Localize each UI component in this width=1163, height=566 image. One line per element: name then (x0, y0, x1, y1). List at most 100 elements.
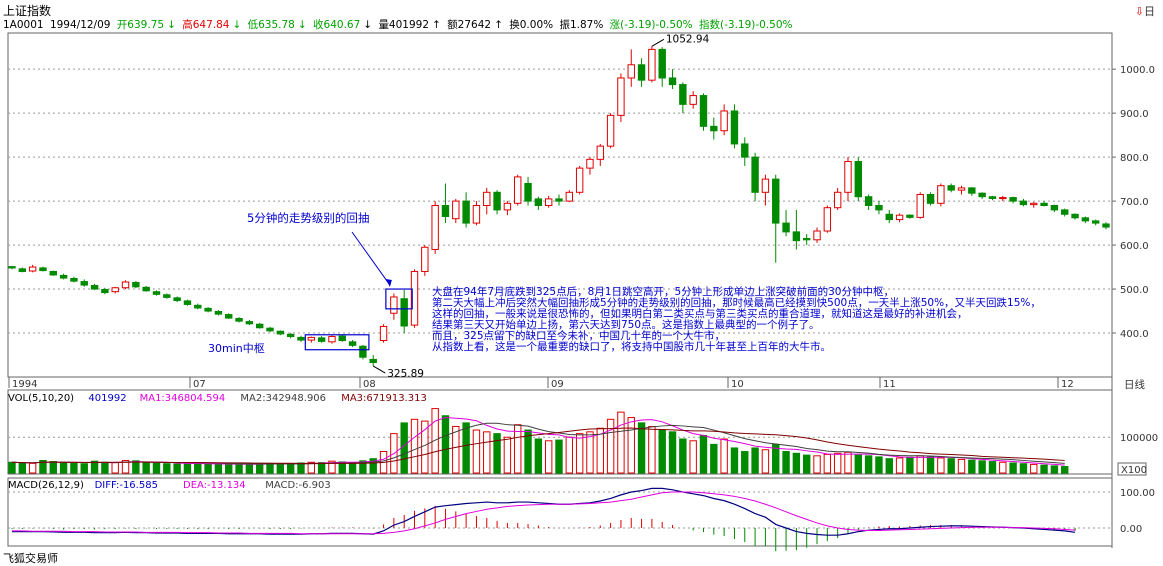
volume-header-item: MA1:346804.594 (140, 393, 226, 404)
volume-bar (957, 458, 966, 474)
amount-value: 额27642 (447, 19, 492, 31)
candle-body (183, 300, 192, 305)
volume-bar (906, 456, 914, 474)
volume-bar (947, 458, 955, 474)
candle-body (761, 178, 770, 193)
volume-bar (225, 464, 233, 474)
volume-bar (183, 462, 192, 474)
candle-body (668, 77, 677, 86)
volume-bar (710, 443, 718, 474)
candle-body (462, 200, 470, 224)
macd-dea-line (12, 491, 1076, 535)
high-value: 高647.84 (182, 19, 230, 31)
volume-bar (503, 436, 512, 474)
candle-body (885, 213, 893, 221)
volume-ma1-line (11, 417, 1065, 466)
volume-bar (70, 462, 78, 474)
volume-bar (555, 439, 563, 474)
volume-bar (648, 425, 656, 474)
candle-body (111, 287, 119, 293)
volume-unit-box (1117, 462, 1147, 476)
candle-body (8, 266, 16, 269)
annotation-line: 而且，325点留下的缺口至今未补，中国几十年的一个大牛市， (432, 330, 726, 342)
volume-bar (255, 463, 264, 474)
volume-bar (875, 456, 883, 474)
candle-body (514, 176, 522, 204)
candle-body (390, 296, 398, 314)
candle-body (544, 198, 553, 206)
candle-body (916, 194, 924, 218)
pullback-box (385, 288, 413, 310)
volume-bar (968, 459, 976, 474)
volume-bar (637, 422, 646, 474)
volume-bar (751, 447, 759, 474)
candle-body (524, 183, 532, 202)
candle-body (823, 207, 832, 232)
volume-bar (1050, 465, 1059, 474)
candle-body (70, 277, 78, 282)
period-label: 日线 (1124, 378, 1146, 391)
volume-header-item: MA3:671913.313 (341, 393, 427, 404)
candle-body (988, 196, 997, 199)
price-tick-label: 800.0 (1120, 153, 1149, 164)
security-code: 1A0001 (3, 19, 44, 31)
candle-body (586, 158, 594, 169)
volume-header-item: MA2:342948.906 (240, 393, 326, 404)
candle-body (80, 281, 88, 286)
candle-body (999, 197, 1007, 200)
macd-tick-label: 100.00 (1120, 488, 1155, 499)
brand-label: 飞狐交易师 (3, 552, 58, 565)
high-label: 1052.94 (666, 33, 710, 45)
candle-body (266, 327, 274, 332)
candle-body (400, 298, 408, 327)
date-tick-label: 07 (193, 379, 206, 390)
candle-body (937, 185, 945, 204)
candle-body (1040, 202, 1048, 207)
candle-body (689, 95, 697, 105)
candle-body (276, 330, 285, 335)
date-tick-label: 10 (731, 379, 744, 390)
volume-bar (266, 462, 274, 474)
candle-body (792, 231, 801, 242)
macd-header-item: MACD:-6.903 (265, 480, 331, 491)
candle-body (1081, 217, 1090, 222)
volume-bar (658, 429, 666, 474)
candle-body (39, 267, 47, 272)
volume-bar (369, 458, 377, 474)
volume-bar (142, 462, 150, 474)
candle-body (844, 161, 852, 193)
volume-tick-label: 100000 (1120, 433, 1158, 444)
volume-bar (431, 408, 439, 474)
volume-bar (152, 462, 161, 474)
volume-bar (844, 451, 852, 474)
candle-body (627, 64, 635, 79)
macd-tick-label: 0.00 (1120, 524, 1142, 535)
volume-bar (689, 440, 697, 474)
low-pointer (372, 365, 386, 374)
volume-ma3-line (11, 427, 1065, 464)
volume-bar (493, 433, 501, 474)
volume-bar (452, 425, 460, 474)
candle-body (214, 310, 223, 315)
candle-body (18, 268, 27, 272)
volume-header-item: VOL(5,10,20) (8, 393, 74, 404)
candle-body (606, 114, 615, 147)
volume-bar (813, 455, 821, 474)
candle-body (926, 194, 935, 204)
volume-bar (28, 462, 37, 474)
candle-body (875, 205, 883, 211)
volume-bar (462, 422, 470, 474)
quote-line: 1A0001 1994/12/09 开639.75 ↓ 高647.84 ↓ 低635… (3, 19, 793, 31)
pullback-arrow (351, 231, 391, 286)
volume-bar (586, 431, 594, 474)
macd-header-item: DIFF:-16.585 (95, 480, 158, 491)
close-value: 收640.67 (313, 19, 361, 31)
annotation-text-block: 大盘在94年7月底跌到325点后，8月1日跳空高开，5分钟上形成单边上涨突破前面… (432, 287, 1041, 353)
candle-body (968, 187, 976, 194)
candle-body (741, 143, 749, 158)
volume-bar (916, 455, 924, 474)
period-button[interactable]: ⇩日 (1134, 5, 1155, 18)
volume-bar (988, 461, 997, 474)
candle-body (121, 281, 130, 289)
